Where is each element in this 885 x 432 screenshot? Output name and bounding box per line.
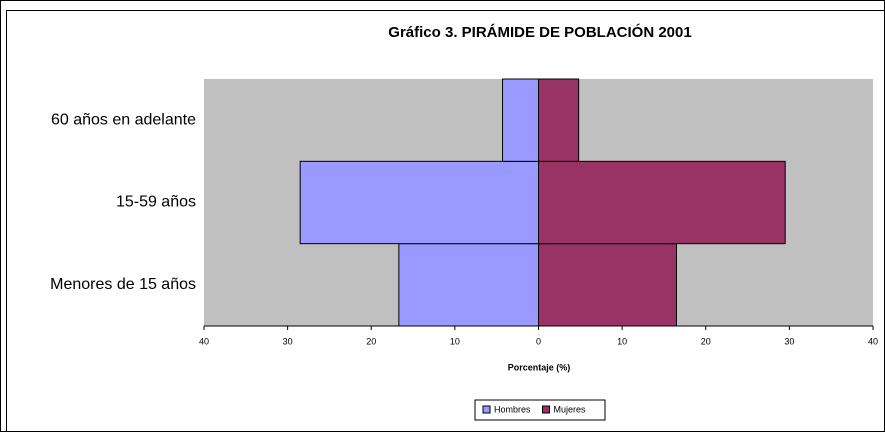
bar [538,243,677,327]
x-tick-label: 40 [199,336,209,346]
legend-swatch [542,405,551,414]
y-tick-label: 60 años en adelante [51,111,196,128]
bar [538,160,786,245]
x-axis-label: Porcentaje (%) [508,362,571,372]
x-tick-label: 30 [784,336,794,346]
y-tick-label: 15-59 años [116,194,196,211]
x-tick-label: 40 [868,336,878,346]
chart-title: Gráfico 3. PIRÁMIDE DE POBLACIÓN 2001 [388,23,691,41]
x-tick-label: 10 [450,336,460,346]
x-tick-label: 10 [617,336,627,346]
x-tick-label: 30 [283,336,293,346]
bar [502,78,540,162]
legend-swatch [482,405,491,414]
legend-box [474,399,606,421]
bar [398,243,539,327]
legend-label: Hombres [494,404,531,414]
y-tick-label: Menores de 15 años [50,276,196,293]
bar [299,160,540,245]
x-tick-label: 20 [366,336,376,346]
x-tick-label: 0 [536,336,541,346]
legend-label: Mujeres [554,404,587,414]
x-tick-label: 20 [701,336,711,346]
bar [538,78,580,162]
